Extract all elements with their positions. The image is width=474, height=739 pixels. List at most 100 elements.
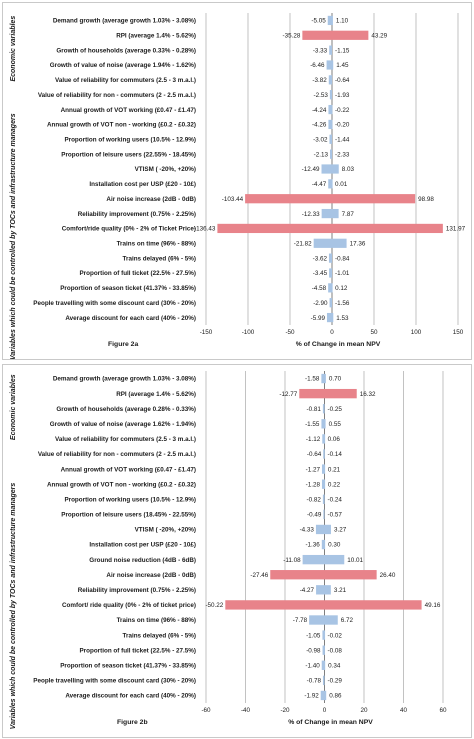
- high-data-label: 98.98: [418, 196, 434, 203]
- low-data-label: -2.90: [313, 300, 328, 307]
- high-value-bar: [324, 630, 326, 640]
- high-data-label: 43.29: [371, 32, 387, 39]
- low-value-bar: [328, 104, 332, 115]
- x-tick-label: -100: [242, 329, 255, 336]
- high-data-label: 6.72: [341, 617, 354, 624]
- low-value-bar: [323, 449, 325, 459]
- category-label: Value of reliability for non - commuters…: [38, 92, 196, 99]
- high-value-bar: [331, 268, 332, 278]
- low-data-label: -1.58: [305, 376, 320, 383]
- high-value-bar: [332, 60, 334, 70]
- category-label: Installation cost per USP (£20 - 10£): [89, 542, 196, 549]
- high-value-bar: [324, 479, 326, 489]
- high-data-label: 1.45: [336, 62, 349, 69]
- high-value-bar: [323, 509, 325, 520]
- group-label-controlled: Variables which could be controlled by T…: [10, 113, 17, 359]
- high-value-bar: [332, 194, 416, 204]
- high-data-label: 26.40: [380, 572, 396, 579]
- x-tick-label: -150: [200, 329, 213, 336]
- high-value-bar: [324, 388, 357, 399]
- category-label: Reliability improvement (0.75% - 2.25%): [78, 211, 196, 218]
- category-label: Growth of value of noise (average 1.62% …: [50, 421, 196, 428]
- high-data-label: 1.53: [336, 315, 349, 322]
- low-value-bar: [321, 464, 325, 474]
- low-value-bar: [322, 404, 325, 414]
- high-value-bar: [324, 404, 325, 414]
- low-data-label: -0.64: [307, 451, 322, 458]
- low-value-bar: [322, 630, 325, 640]
- category-label: Growth of households (average 0.33% - 0.…: [56, 47, 196, 54]
- low-data-label: -3.45: [313, 270, 328, 277]
- category-label: Demand growth (average growth 1.03% - 3.…: [53, 18, 196, 25]
- high-data-label: -0.64: [335, 77, 350, 84]
- category-label: Proportion of season ticket (41.37% - 33…: [60, 285, 196, 292]
- category-label: Proportion of leisure users (18.45% - 22…: [61, 512, 196, 519]
- high-value-bar: [331, 119, 333, 130]
- low-value-bar: [329, 134, 332, 144]
- category-label: Trains delayed (6% - 5%): [123, 632, 197, 639]
- low-value-bar: [309, 615, 325, 625]
- high-data-label: 0.21: [328, 466, 341, 473]
- figure-label: Figure 2b: [117, 719, 148, 726]
- high-value-bar: [330, 149, 332, 159]
- high-data-label: 3.21: [334, 587, 347, 594]
- high-data-label: 10.01: [347, 557, 363, 564]
- high-value-bar: [332, 164, 339, 174]
- x-tick-label: -20: [280, 707, 290, 714]
- high-value-bar: [323, 675, 325, 686]
- category-label: People travelling with some discount car…: [33, 300, 196, 307]
- low-data-label: -136.43: [194, 226, 216, 233]
- low-value-bar: [315, 524, 325, 535]
- category-label: Air noise increase (2dB - 0dB): [106, 572, 196, 579]
- high-value-bar: [331, 45, 332, 55]
- category-label: Proportion of working users (10.5% - 12.…: [64, 136, 196, 143]
- category-label: Trains delayed (6% - 5%): [123, 255, 197, 262]
- low-data-label: -4.26: [312, 122, 327, 129]
- high-data-label: 49.16: [425, 602, 441, 609]
- figure-2a-chart: -150 -100 -50 0 50 100 150 Demand growth (avera…: [10, 13, 466, 359]
- high-value-bar: [324, 449, 325, 459]
- high-value-bar: [330, 298, 332, 308]
- low-data-label: -1.55: [305, 421, 320, 428]
- category-label: VTISM ( -20%, +20%): [135, 527, 196, 534]
- high-value-bar: [324, 464, 326, 474]
- low-data-label: -0.98: [306, 647, 321, 654]
- low-data-label: -11.08: [283, 557, 301, 564]
- low-value-bar: [245, 194, 332, 204]
- low-data-label: -5.99: [311, 315, 326, 322]
- high-data-label: -0.08: [328, 647, 343, 654]
- low-value-bar: [326, 312, 332, 323]
- high-value-bar: [332, 238, 347, 248]
- x-axis-title: % of Change in mean NPV: [288, 719, 373, 726]
- low-value-bar: [321, 208, 332, 219]
- high-data-label: 1.10: [336, 18, 349, 25]
- high-value-bar: [330, 90, 332, 100]
- low-data-label: -12.33: [302, 211, 320, 218]
- high-data-label: -0.20: [335, 122, 350, 129]
- low-data-label: -1.12: [306, 436, 321, 443]
- high-value-bar: [332, 208, 339, 219]
- low-value-bar: [329, 45, 332, 55]
- high-value-bar: [331, 104, 333, 115]
- low-value-bar: [327, 15, 332, 26]
- low-value-bar: [322, 494, 325, 504]
- category-label: Comfort/ ride quality (0% - 2% of ticket…: [62, 602, 196, 609]
- low-value-bar: [328, 283, 332, 293]
- high-data-label: -1.93: [335, 92, 350, 99]
- low-data-label: -3.82: [312, 77, 327, 84]
- low-value-bar: [321, 373, 325, 384]
- low-data-label: -4.27: [300, 587, 315, 594]
- high-data-label: 0.86: [329, 693, 342, 700]
- group-label-controlled: Variables which could be controlled by T…: [10, 483, 17, 730]
- high-value-bar: [324, 494, 325, 504]
- low-data-label: -3.02: [313, 136, 328, 143]
- high-data-label: 131.97: [446, 226, 466, 233]
- low-data-label: -12.49: [302, 166, 320, 173]
- high-data-label: 0.34: [328, 662, 341, 669]
- category-label: Proportion of working users (10.5% - 12.…: [64, 496, 196, 503]
- category-label: Comfort/ride quality (0% - 2% of Ticket …: [62, 226, 196, 233]
- low-data-label: -0.78: [307, 678, 322, 685]
- category-label: Demand growth (average growth 1.03% - 3.…: [53, 376, 196, 383]
- figure-2b-panel: -60 -40 -20 0 20 40 60 Demand growth (average g…: [2, 364, 472, 738]
- high-value-bar: [332, 312, 334, 323]
